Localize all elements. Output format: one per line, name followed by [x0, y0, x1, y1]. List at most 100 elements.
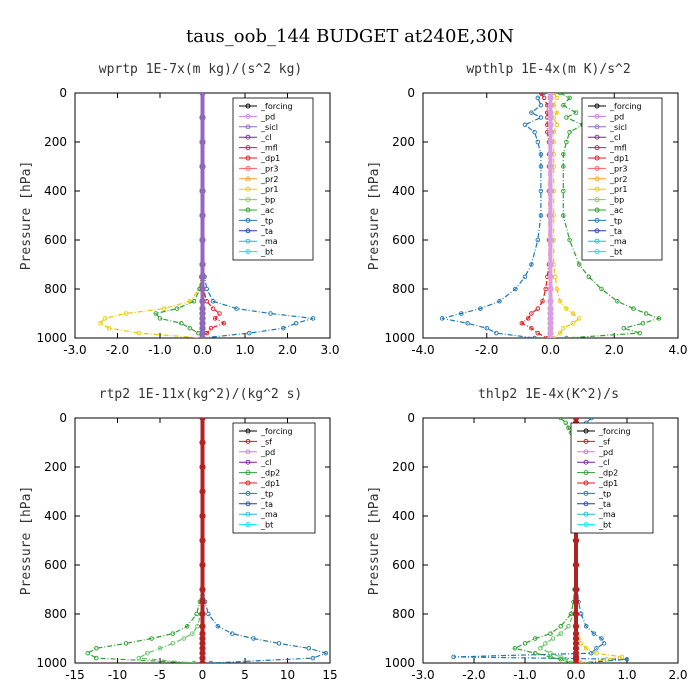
series-marker: [564, 335, 569, 338]
legend-label: _pd: [598, 448, 613, 457]
legend-marker: [594, 124, 600, 130]
series-marker: [191, 299, 197, 304]
series-marker: [522, 122, 528, 128]
series-marker: [212, 316, 218, 321]
series-marker: [494, 330, 499, 336]
y-tick-label: 400: [44, 184, 67, 198]
series-marker: [187, 325, 193, 331]
legend-label: _pr1: [609, 185, 627, 194]
legend-marker: [583, 501, 589, 507]
y-tick-label: 200: [44, 460, 67, 474]
series-marker: [601, 641, 607, 646]
series-marker: [557, 299, 563, 304]
series-marker: [570, 321, 576, 326]
series-marker: [561, 213, 566, 218]
series-group: [98, 93, 316, 338]
series-marker: [551, 93, 556, 96]
x-tick-label: 0.0: [566, 668, 585, 682]
legend-marker: [594, 103, 600, 109]
series-marker: [199, 512, 206, 520]
series-marker: [199, 163, 206, 170]
y-tick-label: 200: [392, 460, 415, 474]
series-marker: [199, 659, 206, 663]
legend-label: _dp1: [598, 479, 618, 488]
chart-panel-1: wprtp 1E-7x(m kg)/(s^2 kg) Pressure [hPa]…: [19, 62, 340, 357]
series-line-pr1: [99, 93, 204, 338]
series-marker: [561, 164, 566, 169]
series-marker: [106, 325, 112, 331]
y-tick-label: 800: [392, 607, 415, 621]
y-tick-label: 0: [59, 86, 67, 100]
series-marker: [215, 624, 221, 629]
legend-label: _sicl: [609, 123, 627, 132]
legend-label: _tp: [609, 216, 622, 225]
y-axis-label: Pressure [hPa]: [19, 161, 34, 271]
series-marker: [217, 311, 222, 316]
series-marker: [561, 103, 566, 108]
series-marker: [576, 262, 582, 267]
series-marker: [545, 335, 550, 338]
series-marker: [572, 610, 580, 618]
y-tick-label: 200: [44, 135, 67, 149]
y-tick-label: 600: [392, 233, 415, 247]
legend-label: _pd: [260, 448, 275, 457]
legend-label: _mfl: [260, 144, 278, 153]
series-line-tp: [201, 93, 314, 338]
legend-label: _ta: [609, 227, 622, 236]
series-marker: [578, 660, 584, 663]
series-marker: [529, 110, 534, 115]
series-marker: [583, 624, 589, 629]
series-marker: [561, 188, 566, 194]
series-marker: [576, 316, 582, 321]
series-marker: [547, 212, 554, 219]
series-marker: [195, 624, 200, 629]
series-marker: [643, 311, 649, 316]
series-marker: [631, 306, 636, 311]
series-line-dp1: [513, 418, 576, 663]
series-marker: [656, 316, 662, 321]
series-marker: [583, 646, 589, 651]
legend-marker: [245, 134, 251, 140]
y-tick-label: 1000: [384, 331, 415, 345]
series-marker: [199, 418, 206, 422]
series-marker: [85, 650, 91, 656]
legend-label: _pr3: [609, 164, 627, 173]
series-marker: [548, 631, 553, 636]
legend-marker: [245, 165, 251, 171]
series-marker: [558, 654, 563, 660]
series-marker: [281, 325, 286, 331]
series-marker: [221, 321, 227, 326]
series-marker: [541, 93, 547, 96]
series-marker: [557, 330, 563, 336]
series-marker: [621, 325, 627, 331]
series-marker: [538, 93, 544, 96]
series-marker: [586, 274, 592, 280]
legend-marker: [245, 522, 251, 528]
series-marker: [459, 311, 464, 316]
legend-marker: [583, 470, 589, 476]
x-tick-label: 1.0: [235, 343, 254, 357]
series-marker: [199, 598, 206, 605]
series-marker: [547, 114, 554, 121]
legend-marker: [594, 197, 600, 203]
series-marker: [541, 95, 547, 101]
plot-frame: [422, 417, 679, 664]
x-tick-label: -1.0: [513, 668, 536, 682]
legend-label: _ta: [260, 500, 273, 509]
legend-marker: [245, 470, 251, 476]
series-marker: [532, 650, 538, 656]
series-marker: [566, 425, 571, 431]
series-marker: [619, 654, 625, 660]
legend-marker: [583, 490, 589, 496]
series-marker: [497, 299, 502, 304]
series-marker: [268, 311, 273, 316]
series-marker: [310, 316, 316, 321]
x-tick-label: -10: [108, 668, 128, 682]
legend-marker: [245, 103, 251, 109]
series-marker: [451, 654, 456, 660]
series-marker: [532, 636, 538, 641]
series-marker: [589, 650, 594, 656]
series-marker: [548, 650, 553, 656]
x-tick-label: -2.0: [462, 668, 485, 682]
series-marker: [251, 636, 256, 641]
